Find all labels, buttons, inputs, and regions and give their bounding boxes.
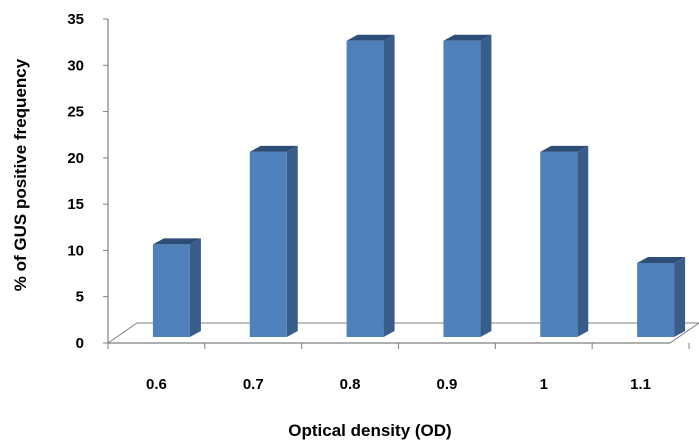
x-tick-label: 0.9 [436, 376, 457, 393]
bar-front [346, 40, 384, 338]
bar-side [577, 145, 589, 337]
bar-0.9 [443, 34, 492, 338]
y-tick-label: 10 [67, 242, 84, 259]
y-axis-title: % of GUS positive frequency [11, 58, 30, 291]
bar-front [249, 151, 287, 337]
bar-side [674, 256, 686, 337]
x-axis-title: Optical density (OD) [288, 421, 451, 440]
y-tick-label: 30 [67, 57, 84, 74]
bar-series [152, 34, 686, 338]
y-tick-label: 35 [67, 11, 84, 28]
x-tick-label: 0.8 [340, 376, 361, 393]
bar-front [443, 40, 481, 338]
x-tick-label: 1.1 [630, 376, 651, 393]
bar-1 [540, 145, 589, 337]
bar-0.6 [152, 238, 201, 337]
bar-top [637, 256, 686, 263]
bar-side [480, 34, 492, 338]
x-tick-label: 0.6 [146, 376, 167, 393]
bar-side [286, 145, 298, 337]
bar-front [152, 244, 190, 337]
bar-top [249, 145, 298, 152]
y-tick-label: 0 [76, 335, 84, 352]
bar-0.7 [249, 145, 298, 337]
bar-top [443, 34, 492, 41]
x-tick-label: 1 [540, 376, 548, 393]
y-tick-label: 5 [76, 289, 84, 306]
bar-1.1 [637, 256, 686, 337]
bar-front [540, 151, 578, 337]
y-tick-labels: 0 5 10 15 20 25 30 35 [67, 11, 84, 352]
bar-0.8 [346, 34, 395, 338]
y-tick-label: 20 [67, 150, 84, 167]
bar-top [540, 145, 589, 152]
bar-top [152, 238, 201, 245]
chart-axes [103, 18, 690, 349]
y-tick-label: 15 [67, 196, 84, 213]
bar-front [637, 262, 675, 337]
x-tick-labels: 0.6 0.7 0.8 0.9 1 1.1 [146, 376, 651, 393]
bar-side [189, 238, 201, 337]
x-tick-label: 0.7 [243, 376, 264, 393]
y-tick-label: 25 [67, 104, 84, 121]
bar-side [383, 34, 395, 338]
bar-top [346, 34, 395, 41]
